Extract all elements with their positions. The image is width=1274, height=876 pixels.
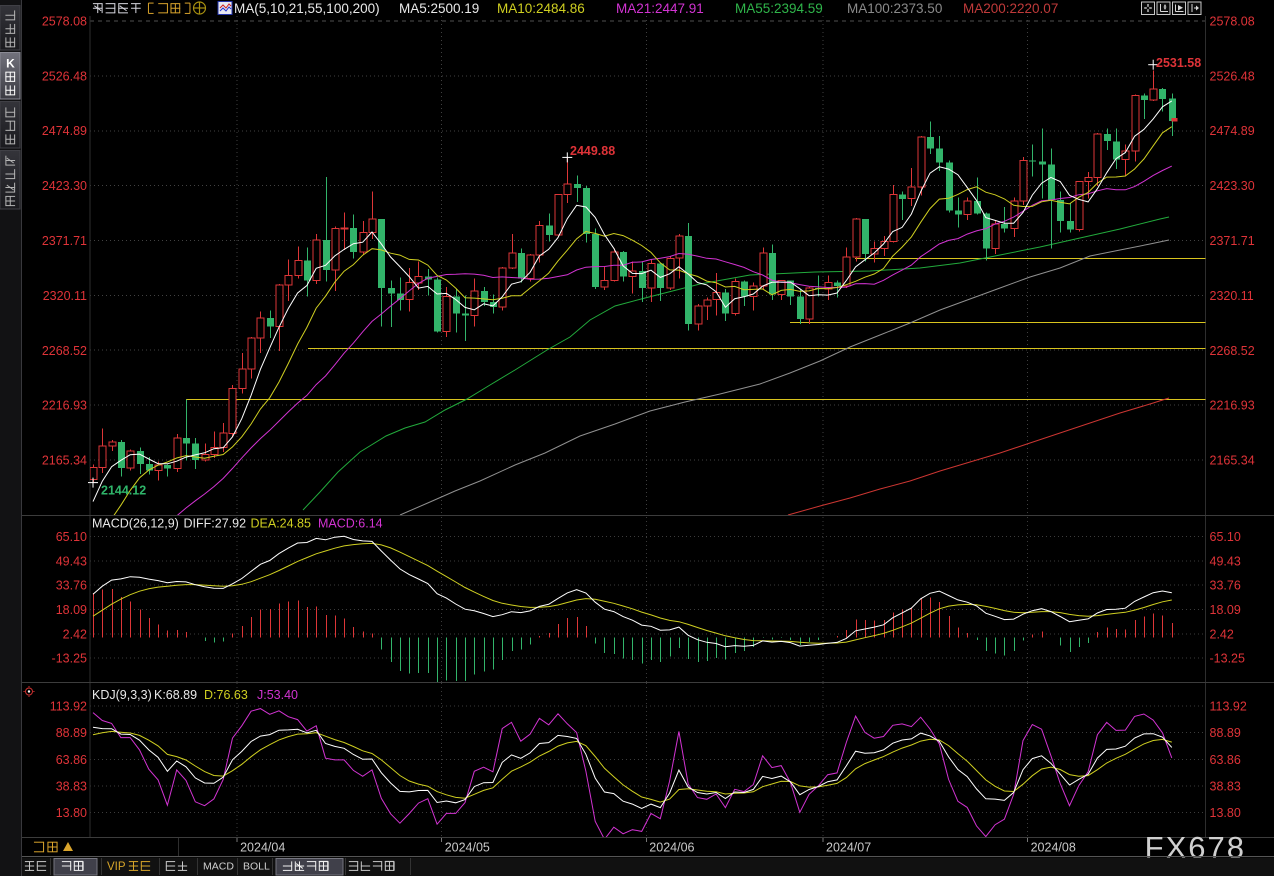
svg-text:33.76: 33.76: [56, 579, 87, 593]
svg-text:63.86: 63.86: [56, 753, 87, 767]
svg-text:2024/06: 2024/06: [649, 841, 694, 855]
svg-text:2531.58: 2531.58: [1156, 56, 1201, 70]
svg-text:18.09: 18.09: [1210, 603, 1241, 617]
svg-text:2474.89: 2474.89: [42, 124, 87, 138]
svg-text:J:53.40: J:53.40: [257, 688, 298, 702]
svg-text:2371.71: 2371.71: [1210, 234, 1255, 248]
svg-text:2216.93: 2216.93: [42, 399, 87, 413]
svg-text:2.42: 2.42: [63, 627, 87, 641]
svg-text:2144.12: 2144.12: [101, 484, 146, 498]
svg-text:2371.71: 2371.71: [42, 234, 87, 248]
svg-text:113.92: 113.92: [50, 700, 87, 714]
svg-text:38.83: 38.83: [1210, 780, 1241, 794]
svg-text:MA5:2500.19: MA5:2500.19: [399, 1, 479, 16]
svg-text:2024/07: 2024/07: [826, 841, 871, 855]
svg-text:D:76.63: D:76.63: [204, 688, 248, 702]
svg-text:2449.88: 2449.88: [570, 144, 615, 158]
svg-text:MA200:2220.07: MA200:2220.07: [963, 1, 1058, 16]
svg-text:2024/05: 2024/05: [445, 841, 490, 855]
svg-text:65.10: 65.10: [56, 530, 87, 544]
svg-text:2268.52: 2268.52: [42, 344, 87, 358]
svg-text:2320.11: 2320.11: [43, 289, 87, 303]
svg-text:113.92: 113.92: [1210, 700, 1247, 714]
svg-text:MA100:2373.50: MA100:2373.50: [847, 1, 942, 16]
svg-text:-13.25: -13.25: [1210, 652, 1245, 666]
svg-text:65.10: 65.10: [1210, 530, 1241, 544]
svg-text:MACD: MACD: [203, 861, 234, 873]
svg-text:2474.89: 2474.89: [1210, 124, 1255, 138]
svg-text:MA21:2447.91: MA21:2447.91: [616, 1, 704, 16]
svg-text:63.86: 63.86: [1210, 753, 1241, 767]
svg-text:2165.34: 2165.34: [1210, 454, 1255, 468]
svg-text:88.89: 88.89: [1210, 726, 1241, 740]
svg-text:VIP: VIP: [107, 861, 126, 873]
svg-text:13.80: 13.80: [56, 806, 87, 820]
svg-text:49.43: 49.43: [56, 554, 87, 568]
svg-text:2526.48: 2526.48: [1210, 69, 1255, 83]
svg-text:38.83: 38.83: [56, 780, 87, 794]
svg-text:MA(5,10,21,55,100,200): MA(5,10,21,55,100,200): [234, 1, 380, 16]
svg-text:49.43: 49.43: [1210, 554, 1241, 568]
svg-text:MA10:2484.86: MA10:2484.86: [497, 1, 585, 16]
svg-text:DIFF:27.92: DIFF:27.92: [184, 517, 247, 531]
svg-text:MA55:2394.59: MA55:2394.59: [735, 1, 823, 16]
svg-text:MACD:6.14: MACD:6.14: [318, 517, 383, 531]
svg-text:2024/04: 2024/04: [240, 841, 285, 855]
svg-text:2165.34: 2165.34: [42, 454, 87, 468]
svg-text:2423.30: 2423.30: [1210, 179, 1255, 193]
svg-text:33.76: 33.76: [1210, 579, 1241, 593]
svg-text:2024/08: 2024/08: [1031, 841, 1076, 855]
svg-text:2216.93: 2216.93: [1210, 399, 1255, 413]
svg-text:DEA:24.85: DEA:24.85: [251, 517, 312, 531]
svg-text:2320.11: 2320.11: [1210, 289, 1254, 303]
svg-text:KDJ(9,3,3): KDJ(9,3,3): [92, 688, 152, 702]
svg-text:13.80: 13.80: [1210, 806, 1241, 820]
svg-text:18.09: 18.09: [56, 603, 87, 617]
svg-text:2578.08: 2578.08: [1210, 15, 1255, 29]
svg-text:-13.25: -13.25: [52, 652, 87, 666]
svg-text:K: K: [6, 57, 15, 71]
svg-text:2.42: 2.42: [1210, 627, 1234, 641]
svg-text:2423.30: 2423.30: [42, 179, 87, 193]
svg-text:MACD(26,12,9): MACD(26,12,9): [92, 517, 179, 531]
svg-text:88.89: 88.89: [56, 726, 87, 740]
svg-text:2268.52: 2268.52: [1210, 344, 1255, 358]
svg-text:K:68.89: K:68.89: [154, 688, 197, 702]
svg-text:2526.48: 2526.48: [42, 69, 87, 83]
svg-text:BOLL: BOLL: [243, 861, 270, 873]
svg-text:2578.08: 2578.08: [42, 15, 87, 29]
